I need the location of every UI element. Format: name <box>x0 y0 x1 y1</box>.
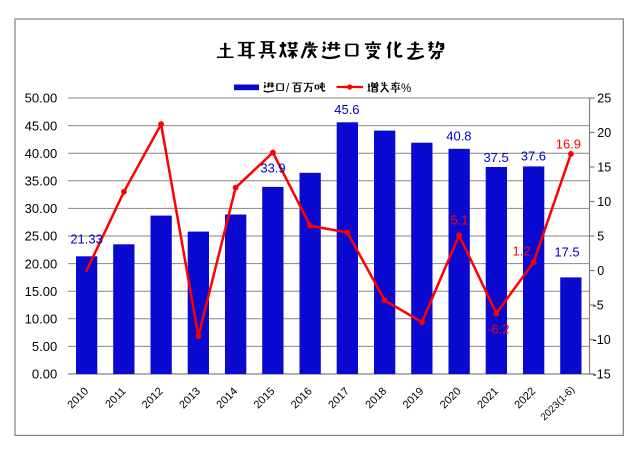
svg-text:-10: -10 <box>593 333 611 347</box>
svg-text:20.00: 20.00 <box>25 256 58 271</box>
svg-text:5.00: 5.00 <box>32 339 57 354</box>
svg-text:-15: -15 <box>593 368 611 382</box>
svg-text:50.00: 50.00 <box>25 91 58 106</box>
svg-text:-5: -5 <box>593 299 604 313</box>
svg-text:25.00: 25.00 <box>25 229 58 244</box>
svg-text:21.33: 21.33 <box>70 231 103 246</box>
svg-text:37.5: 37.5 <box>483 150 508 165</box>
svg-text:16.9: 16.9 <box>556 137 581 152</box>
svg-text:5.1: 5.1 <box>450 212 468 227</box>
svg-text:37.6: 37.6 <box>521 148 546 163</box>
svg-text:20: 20 <box>597 126 611 140</box>
svg-text:40.00: 40.00 <box>25 146 58 161</box>
svg-text:10: 10 <box>597 195 611 209</box>
svg-text:0.00: 0.00 <box>32 367 57 382</box>
svg-text:15: 15 <box>597 161 611 175</box>
svg-text:25: 25 <box>597 92 611 106</box>
svg-text:17.5: 17.5 <box>554 244 579 259</box>
svg-text:%: % <box>401 83 411 95</box>
svg-text:45.6: 45.6 <box>334 102 359 117</box>
svg-text:35.00: 35.00 <box>25 174 58 189</box>
svg-text:10.00: 10.00 <box>25 312 58 327</box>
svg-text:33.9: 33.9 <box>260 161 285 176</box>
svg-text:5: 5 <box>597 230 604 244</box>
svg-text:30.00: 30.00 <box>25 201 58 216</box>
svg-text:15.00: 15.00 <box>25 284 58 299</box>
svg-text:/: / <box>286 83 290 95</box>
svg-text:40.8: 40.8 <box>446 129 471 144</box>
svg-text:0: 0 <box>597 264 604 278</box>
svg-text:1.2: 1.2 <box>513 243 531 258</box>
svg-text:45.00: 45.00 <box>25 118 58 133</box>
svg-text:-6.2: -6.2 <box>487 322 509 337</box>
